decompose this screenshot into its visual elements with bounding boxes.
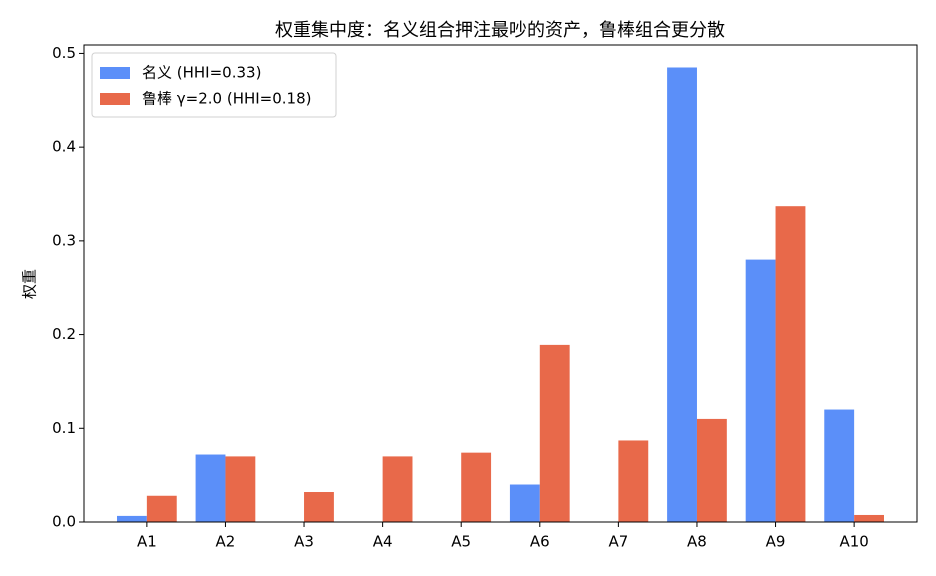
bar [382, 456, 413, 522]
x-tick-label: A5 [451, 533, 471, 551]
y-axis-label: 权重 [21, 269, 39, 299]
y-tick-label: 0.5 [52, 44, 76, 62]
bar [618, 440, 649, 522]
y-tick-label: 0.4 [52, 138, 76, 156]
legend-swatch [100, 67, 130, 79]
bar [146, 495, 177, 522]
x-tick-label: A9 [766, 533, 786, 551]
legend-label: 名义 (HHI=0.33) [142, 64, 261, 82]
x-tick-label: A3 [294, 533, 314, 551]
chart-title: 权重集中度：名义组合押注最吵的资产，鲁棒组合更分散 [275, 20, 725, 41]
bar [775, 206, 806, 522]
legend-label: 鲁棒 γ=2.0 (HHI=0.18) [142, 90, 312, 108]
y-tick-label: 0.0 [52, 513, 76, 531]
y-tick-label: 0.3 [52, 231, 76, 249]
bar [824, 409, 855, 522]
x-tick-label: A10 [839, 533, 868, 551]
x-tick-label: A8 [687, 533, 707, 551]
bar [225, 456, 256, 522]
bar [509, 484, 540, 522]
bar [745, 259, 776, 522]
legend-box [91, 52, 337, 118]
bar [195, 454, 226, 522]
x-tick-label: A1 [137, 533, 157, 551]
x-tick-label: A4 [373, 533, 393, 551]
bar [667, 67, 697, 523]
plot-frame [83, 44, 918, 523]
bar [117, 515, 147, 522]
bar [461, 452, 492, 522]
bar [696, 418, 727, 522]
bar [854, 514, 884, 522]
x-tick-label: A7 [608, 533, 628, 551]
bar [539, 344, 570, 522]
bar [304, 492, 334, 522]
x-tick-label: A2 [216, 533, 236, 551]
x-tick-label: A6 [530, 533, 550, 551]
legend-swatch [100, 93, 130, 105]
y-tick-label: 0.2 [52, 325, 76, 343]
y-tick-label: 0.1 [52, 419, 76, 437]
